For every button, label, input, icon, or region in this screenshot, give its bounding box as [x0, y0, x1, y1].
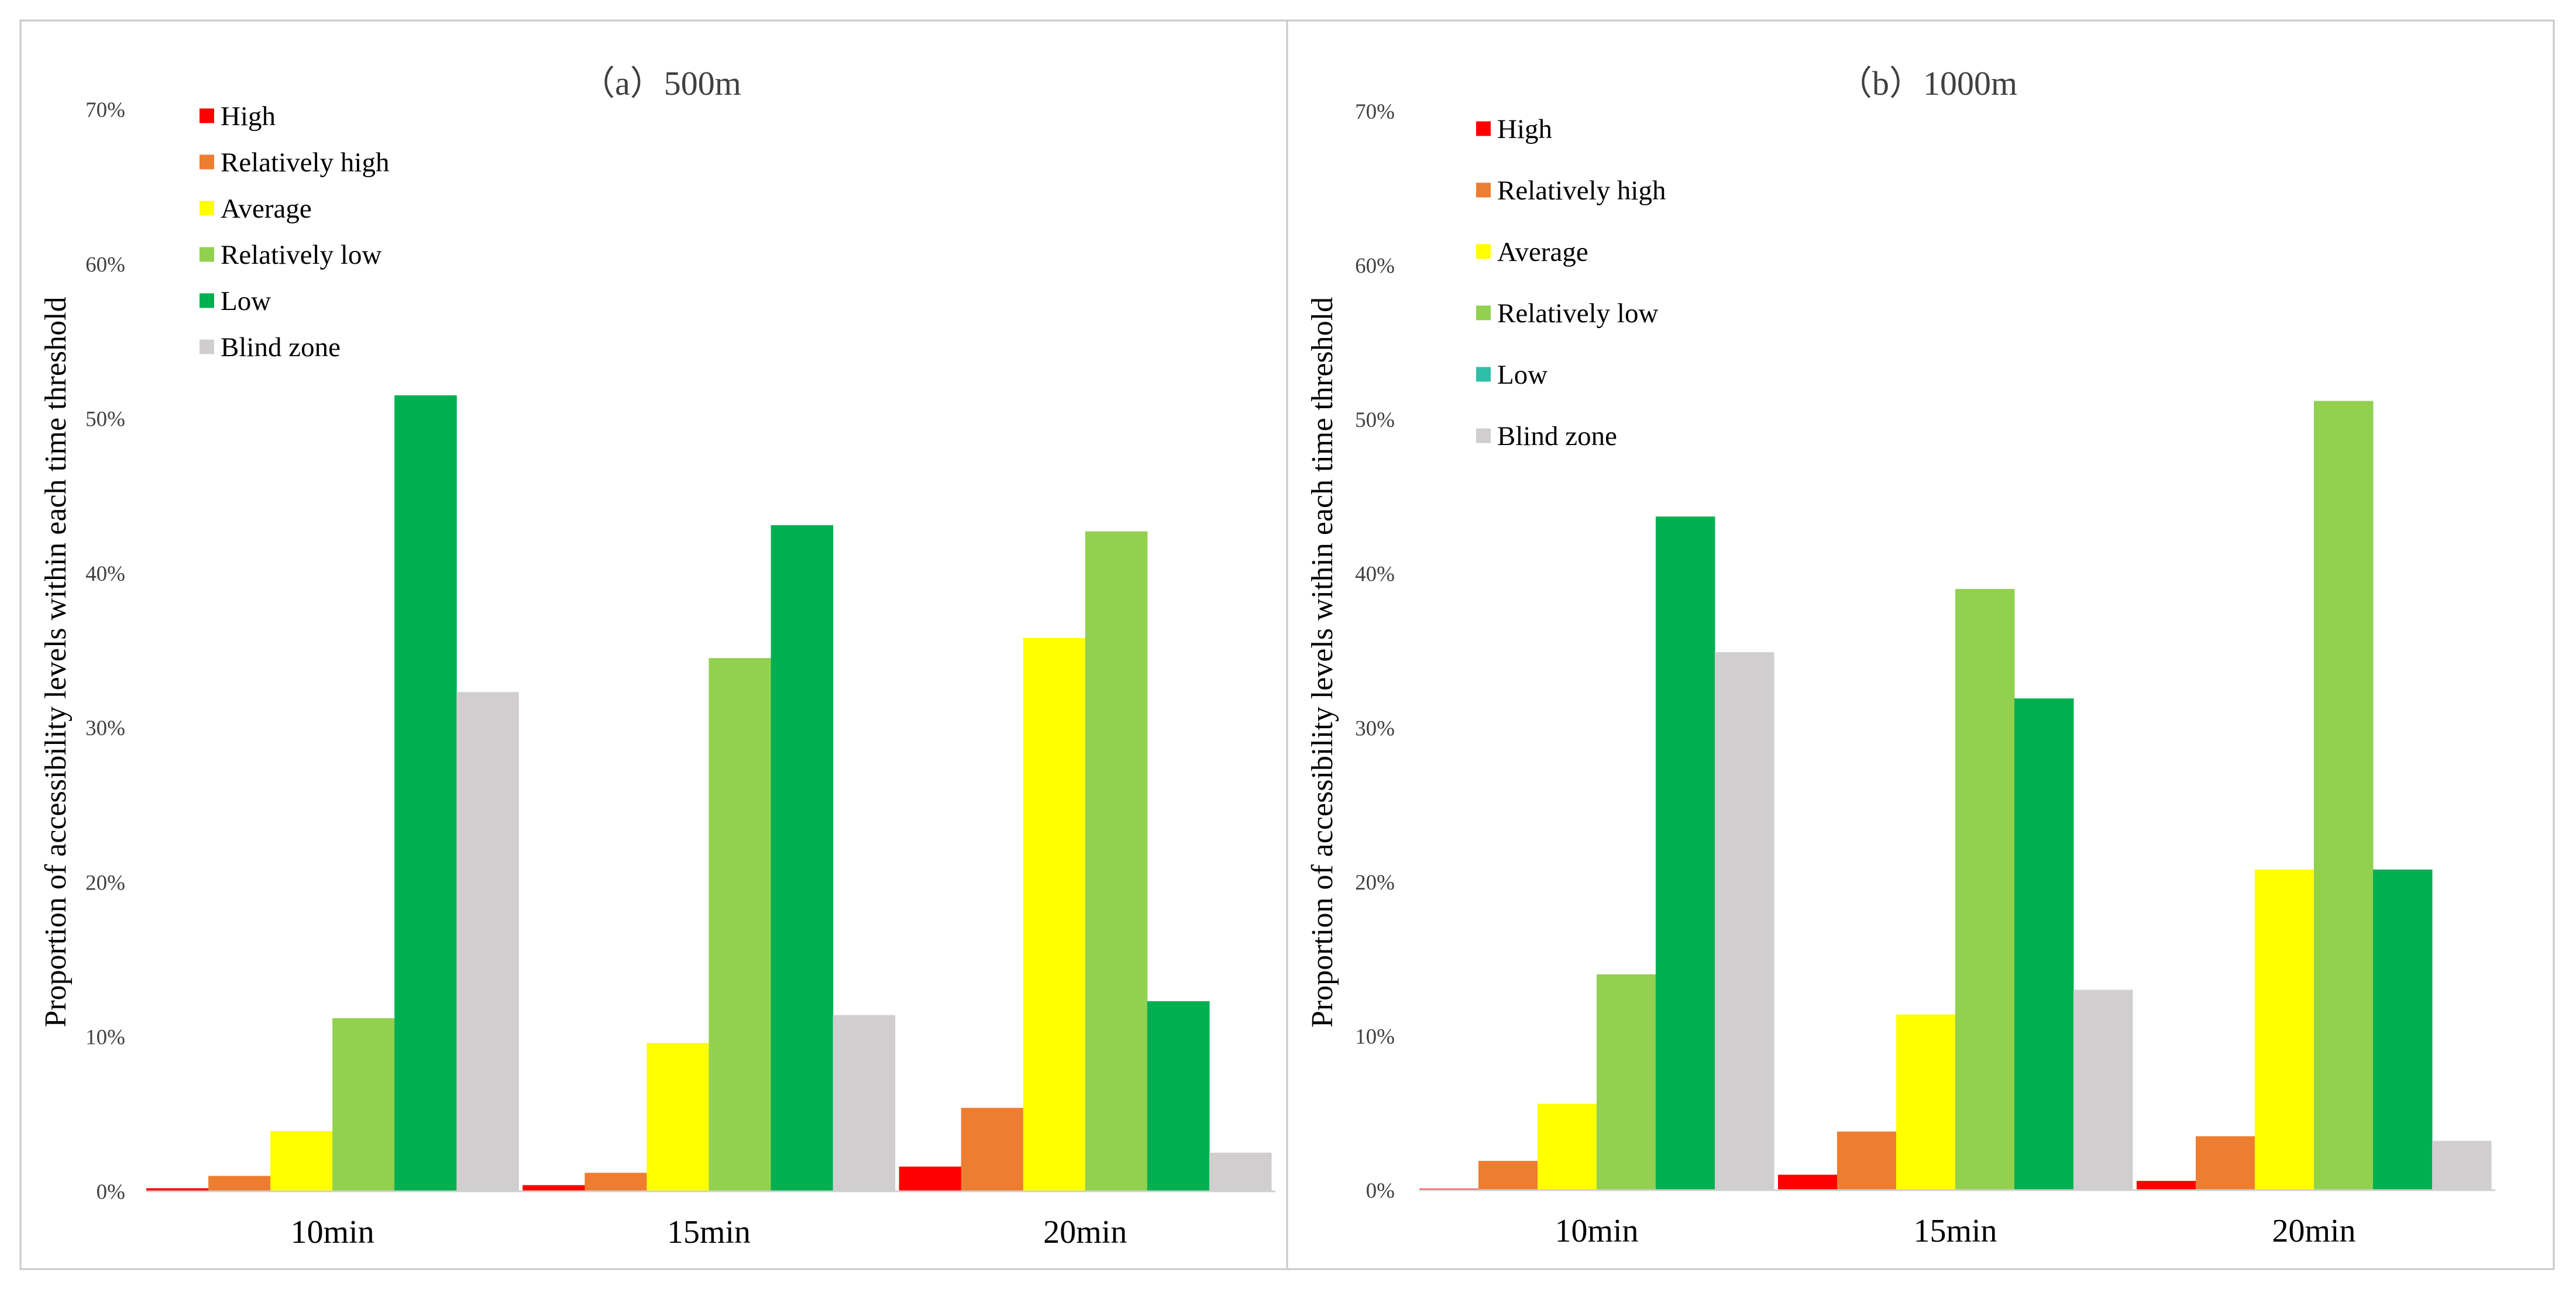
bar-relatively-high-10min: [208, 1176, 271, 1191]
bar-relatively-low-15min: [1955, 589, 2015, 1190]
x-tick-label: 20min: [2272, 1213, 2355, 1249]
x-tick-label: 15min: [1913, 1213, 1997, 1249]
chart-title: （a）500m: [581, 64, 741, 102]
bar-blind-zone-15min: [833, 1015, 896, 1191]
bar-average-20min: [1023, 637, 1086, 1191]
y-tick-label: 0%: [1366, 1179, 1395, 1203]
y-tick-label: 60%: [85, 253, 125, 277]
legend-swatch: [1476, 244, 1491, 259]
legend-swatch: [200, 201, 214, 216]
legend-swatch: [1476, 428, 1491, 443]
bar-low-15min: [771, 525, 834, 1191]
legend-label: Relatively low: [1497, 298, 1658, 329]
y-tick-label: 60%: [1355, 254, 1395, 278]
bar-relatively-low-10min: [1597, 974, 1656, 1190]
legend-label: Blind zone: [221, 332, 341, 363]
bar-average-10min: [270, 1131, 333, 1191]
y-tick-label: 20%: [1355, 871, 1395, 895]
legend-label: Relatively low: [221, 240, 381, 270]
legend-swatch: [1476, 305, 1491, 320]
y-tick-label: 0%: [97, 1180, 125, 1204]
bar-blind-zone-10min: [1715, 652, 1774, 1190]
legend-swatch: [200, 108, 214, 123]
legend-label: High: [1497, 114, 1552, 144]
legend-label: Blind zone: [1497, 421, 1617, 452]
legend-swatch: [1476, 182, 1491, 198]
bar-high-10min: [146, 1188, 209, 1191]
bar-relatively-high-20min: [961, 1108, 1024, 1191]
legend-swatch: [200, 154, 214, 170]
legend-label: Relatively high: [221, 147, 389, 178]
legend-label: Relatively high: [1497, 175, 1666, 206]
chart-title: （b）1000m: [1838, 64, 2017, 102]
y-tick-label: 50%: [85, 408, 125, 432]
y-tick-label: 70%: [85, 98, 125, 122]
bar-high-15min: [522, 1185, 585, 1191]
bar-high-20min: [899, 1166, 962, 1191]
legend-label: Low: [221, 286, 271, 316]
bar-relatively-low-20min: [2314, 401, 2374, 1190]
legend-swatch: [1476, 121, 1491, 136]
y-tick-label: 40%: [1355, 563, 1395, 587]
bar-blind-zone-10min: [456, 692, 519, 1191]
chart-panel-b: （b）1000m Proportion of accessibility leve…: [1286, 19, 2555, 1270]
bar-blind-zone-15min: [2073, 990, 2133, 1190]
bar-low-20min: [2373, 869, 2433, 1190]
bar-low-10min: [1656, 516, 1715, 1191]
legend-swatch: [1476, 367, 1491, 382]
bar-relatively-high-15min: [1837, 1131, 1897, 1190]
y-axis-label: Proportion of accessibility levels withi…: [1306, 297, 1339, 1028]
bar-relatively-high-10min: [1478, 1160, 1538, 1190]
bar-low-10min: [394, 395, 457, 1191]
bar-high-20min: [2137, 1181, 2196, 1190]
y-tick-label: 10%: [85, 1026, 125, 1050]
bar-average-15min: [646, 1043, 709, 1191]
bar-relatively-low-20min: [1085, 531, 1148, 1191]
panel-border: [1286, 19, 2555, 1270]
bar-average-10min: [1538, 1104, 1597, 1190]
y-tick-label: 50%: [1355, 408, 1395, 432]
legend-swatch: [200, 339, 214, 354]
bar-average-15min: [1896, 1014, 1956, 1190]
bar-relatively-high-20min: [2196, 1136, 2255, 1191]
bar-blind-zone-20min: [1209, 1152, 1272, 1191]
x-tick-label: 20min: [1043, 1214, 1127, 1250]
legend-label: Average: [1497, 237, 1588, 267]
x-tick-label: 10min: [291, 1214, 374, 1250]
x-tick-label: 10min: [1554, 1213, 1638, 1249]
chart-panel-a: （a）500m Proportion of accessibility level…: [19, 19, 1288, 1270]
x-tick-label: 15min: [667, 1214, 751, 1250]
y-tick-label: 30%: [85, 716, 125, 740]
legend-label: Low: [1497, 360, 1547, 390]
bar-relatively-high-15min: [584, 1173, 647, 1191]
legend-swatch: [200, 247, 214, 262]
legend-label: High: [221, 101, 276, 132]
y-axis-label: Proportion of accessibility levels withi…: [39, 297, 73, 1027]
bar-relatively-low-15min: [709, 658, 772, 1191]
legend: High Relatively high Average Relatively low…: [1476, 114, 1666, 452]
y-tick-label: 70%: [1355, 100, 1395, 124]
bar-average-20min: [2255, 869, 2314, 1190]
legend: High Relatively high Average Relatively low…: [200, 101, 389, 363]
y-tick-label: 10%: [1355, 1025, 1395, 1049]
y-tick-label: 30%: [1355, 716, 1395, 740]
y-tick-label: 20%: [85, 871, 125, 895]
legend-swatch: [200, 293, 214, 308]
bar-low-15min: [2014, 698, 2074, 1190]
y-tick-label: 40%: [85, 562, 125, 586]
bar-relatively-low-10min: [332, 1018, 395, 1191]
bar-high-15min: [1778, 1174, 1838, 1190]
legend-label: Average: [221, 194, 312, 224]
bar-low-20min: [1147, 1001, 1210, 1191]
bar-blind-zone-20min: [2432, 1140, 2492, 1190]
